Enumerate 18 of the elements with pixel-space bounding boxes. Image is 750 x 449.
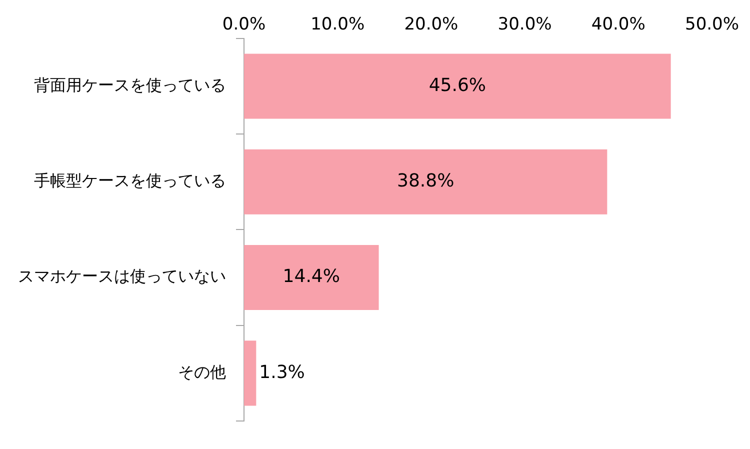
y-tick-label: スマホケースは使っていない (18, 266, 226, 286)
x-tick-label: 0.0% (222, 14, 266, 35)
data-label: 1.3% (259, 362, 305, 383)
data-label: 14.4% (282, 266, 340, 288)
data-label: 38.8% (396, 170, 454, 192)
data-label: 45.6% (428, 74, 486, 96)
y-tick-label: 手帳型ケースを使っている (34, 171, 226, 190)
bar (244, 149, 608, 214)
x-tick-label: 40.0% (591, 14, 646, 35)
bar (244, 54, 671, 119)
bar (244, 245, 379, 310)
x-tick-label: 50.0% (684, 14, 740, 35)
x-tick-label: 10.0% (310, 14, 365, 35)
x-tick-label: 30.0% (498, 14, 552, 35)
y-tick-label: 背面用ケースを使っている (34, 75, 226, 94)
y-tick-label: その他 (178, 362, 226, 382)
x-tick-label: 20.0% (404, 14, 458, 35)
bar (244, 340, 256, 406)
